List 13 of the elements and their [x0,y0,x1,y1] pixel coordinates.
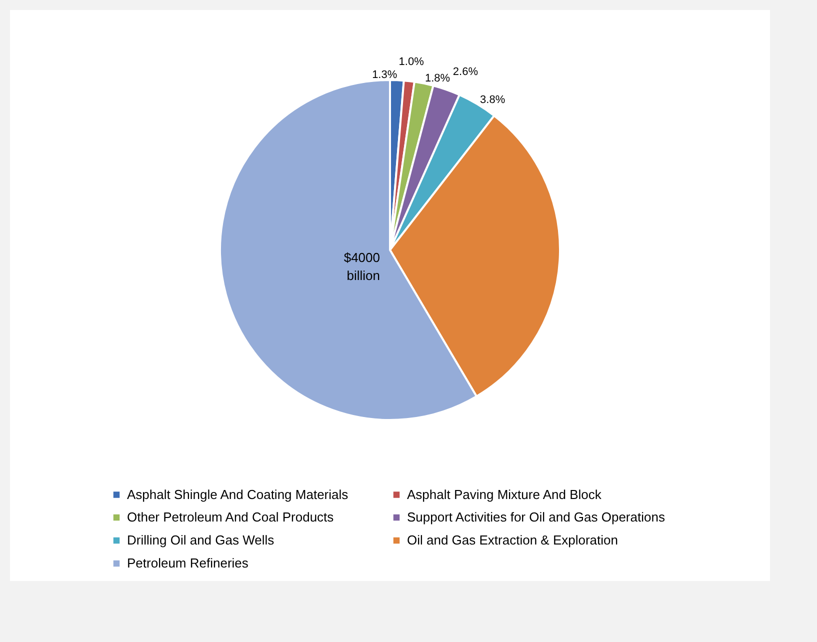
legend-label: Other Petroleum And Coal Products [127,510,334,524]
text: $4000 billion [344,250,380,283]
legend-label: Asphalt Shingle And Coating Materials [127,486,349,502]
data-label: 1.8% [424,72,450,85]
legend-label: Asphalt Paving Mixture And Block [407,486,602,502]
legend-label: Support Activities for Oil and Gas Operations [407,510,666,524]
data-label: 1.0% [398,56,424,68]
legend-label: Drilling Oil and Gas Wells [127,532,275,548]
data-label: 1.3% [372,69,398,82]
legend-label: Petroleum Refineries [127,556,249,570]
data-label: 3.8% [480,94,506,106]
data-label: 2.6% [452,66,478,78]
legend-label: Oil and Gas Extraction & Exploration [407,532,618,548]
